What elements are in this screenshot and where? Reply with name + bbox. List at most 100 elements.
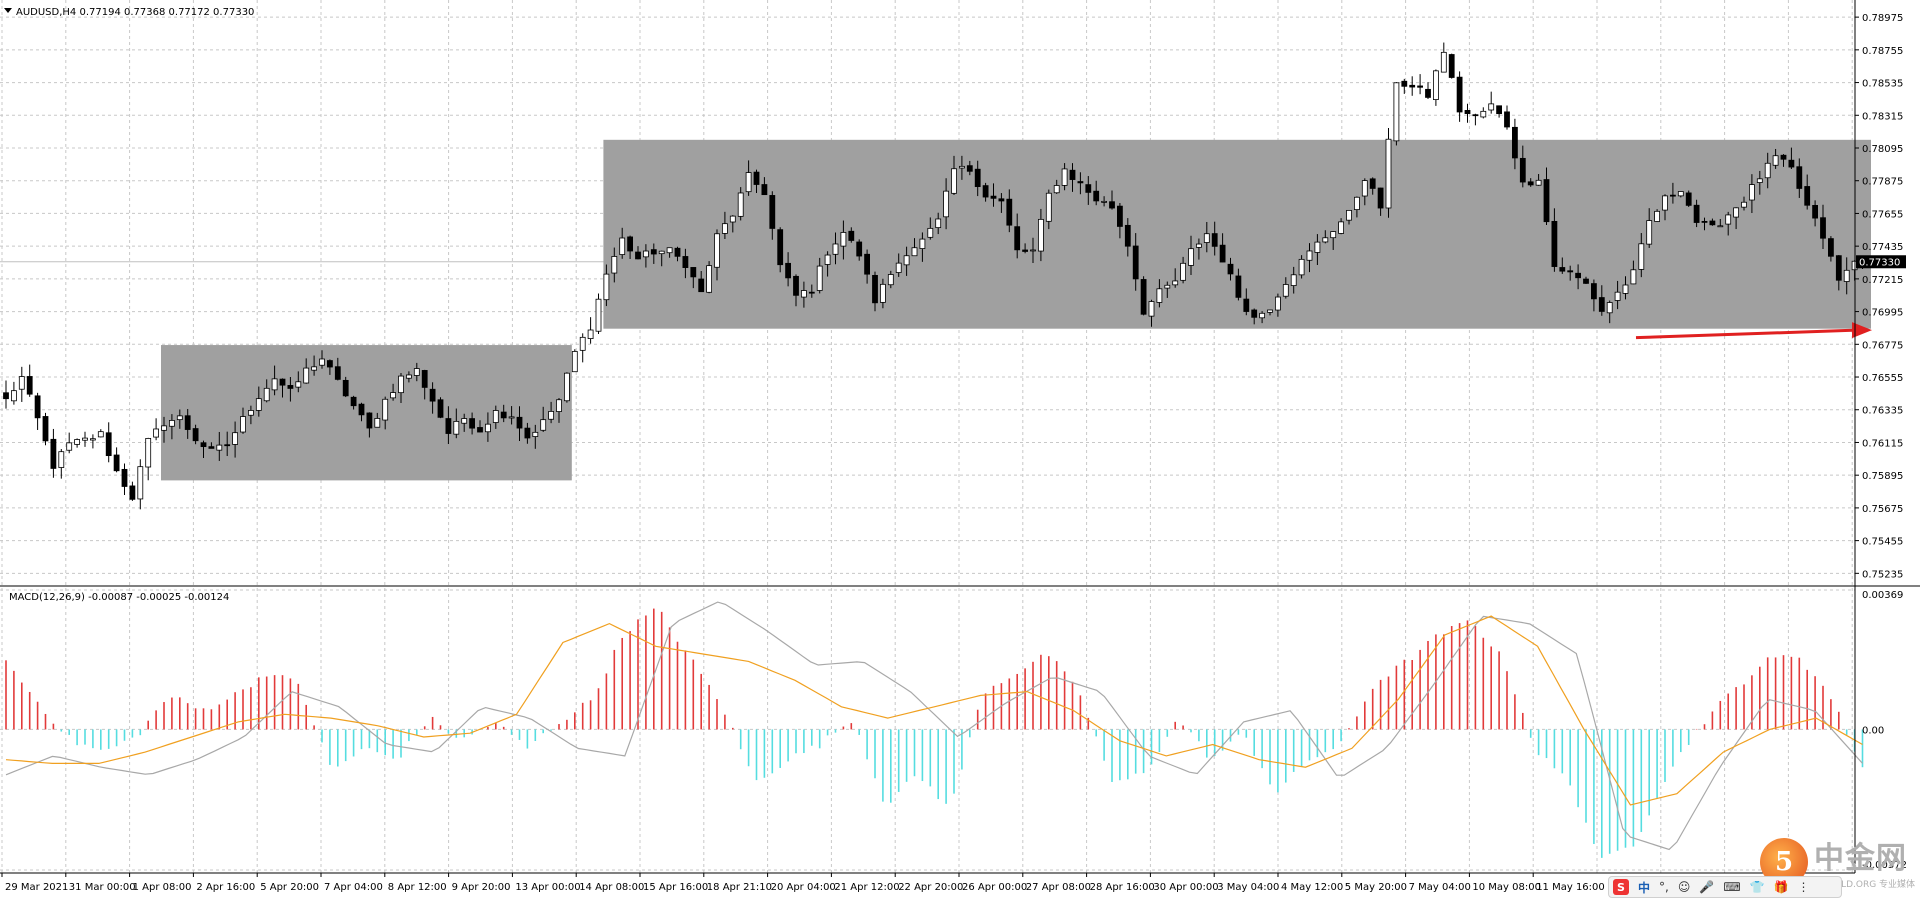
candle (1535, 174, 1542, 186)
candle (224, 431, 231, 457)
time-tick-label: 27 Apr 08:00 (1026, 882, 1091, 893)
candle (1527, 178, 1534, 187)
macd-axis-labels: 0.00369 0.00 -0.00372 (1862, 590, 1907, 871)
candle (1038, 208, 1044, 262)
candle (556, 397, 562, 423)
candlesticks (3, 42, 1866, 510)
price-tick-label: 0.78315 (1862, 111, 1903, 122)
candle (1385, 127, 1392, 218)
price-tick-label: 0.75675 (1862, 504, 1903, 515)
candle (998, 193, 1005, 213)
candle (793, 274, 799, 307)
ime-punctuation-icon[interactable]: °, (1659, 880, 1669, 894)
candle (666, 247, 673, 258)
candle (1417, 74, 1423, 95)
candle (1756, 170, 1763, 195)
candle (635, 246, 641, 260)
candle (848, 227, 855, 243)
candle (208, 442, 215, 449)
candle (1330, 231, 1337, 250)
candle (1835, 255, 1842, 291)
macd-tick-label: 0.00 (1862, 725, 1884, 736)
ime-more-icon[interactable]: ⋮ (1797, 880, 1810, 894)
candle (524, 422, 531, 444)
ime-mode-chinese[interactable]: 中 (1638, 880, 1651, 895)
candle (579, 333, 586, 363)
candle (1227, 257, 1234, 281)
candle (1488, 91, 1495, 114)
candle (1583, 276, 1589, 284)
price-tick-label: 0.76555 (1862, 373, 1903, 384)
candle (334, 357, 341, 381)
ime-skin-icon[interactable]: 👕 (1749, 880, 1765, 894)
candle (295, 371, 302, 393)
candle (801, 281, 807, 308)
candle (1354, 196, 1360, 218)
current-price-label: 0.77330 (1859, 257, 1900, 268)
candle (832, 232, 839, 265)
candle (326, 359, 333, 375)
price-tick-label: 0.78535 (1862, 79, 1903, 90)
candle (255, 386, 262, 417)
time-tick-label: 15 Apr 16:00 (643, 882, 708, 893)
candle (1346, 209, 1352, 225)
candle (722, 211, 728, 239)
ime-keyboard-icon[interactable]: ⌨ (1723, 880, 1741, 894)
macd-header: MACD(12,26,9) -0.00087 -0.00025 -0.00124 (9, 592, 229, 603)
candle (1077, 172, 1084, 195)
candle (864, 249, 870, 284)
time-tick-label: 21 Apr 12:00 (834, 882, 899, 893)
candle (26, 364, 33, 397)
candle (1156, 279, 1163, 308)
candle (982, 182, 989, 202)
candle (1085, 176, 1092, 205)
candle (1717, 218, 1724, 228)
candle (1069, 163, 1076, 192)
candle (1211, 221, 1218, 256)
candle (769, 191, 776, 240)
macd-indicator (5, 601, 1864, 858)
candle (785, 252, 791, 287)
price-tick-label: 0.77215 (1862, 275, 1903, 286)
candle (1164, 281, 1171, 298)
candle (1440, 42, 1447, 73)
candle (706, 261, 712, 294)
price-tick-label: 0.76335 (1862, 406, 1903, 417)
candle (1361, 178, 1368, 206)
watermark-cn-text: 中金网 (1814, 841, 1907, 876)
time-tick-label: 4 May 12:00 (1281, 882, 1343, 893)
candle (492, 405, 499, 429)
candle (168, 414, 175, 440)
candle (571, 349, 578, 373)
candle (911, 238, 918, 257)
time-tick-label: 11 May 16:00 (1536, 882, 1605, 893)
candle (34, 392, 41, 430)
candle (1654, 209, 1660, 222)
candle (872, 271, 878, 312)
candle (437, 397, 444, 419)
candle (1314, 234, 1321, 265)
ime-emoji-icon[interactable]: ☺ (1677, 880, 1691, 894)
candle (729, 215, 736, 233)
candle (1401, 78, 1408, 94)
candle (935, 212, 942, 235)
candle (240, 407, 246, 434)
sogou-logo-icon[interactable]: S (1613, 879, 1629, 895)
candle (508, 406, 515, 425)
candle (808, 284, 815, 298)
ime-voice-icon[interactable]: 🎤 (1699, 880, 1715, 894)
candle (1472, 113, 1479, 126)
range-box (603, 139, 1871, 329)
candle (3, 380, 9, 409)
candle (1504, 105, 1510, 130)
chart-menu-triangle-icon[interactable] (4, 8, 12, 13)
candle (1306, 243, 1313, 273)
ime-toolbox-icon[interactable]: 🎁 (1773, 880, 1789, 894)
candle (816, 257, 823, 294)
candle (564, 372, 570, 403)
candle (1061, 163, 1068, 191)
candle (880, 278, 886, 309)
candle (674, 246, 681, 262)
candle (619, 227, 626, 259)
